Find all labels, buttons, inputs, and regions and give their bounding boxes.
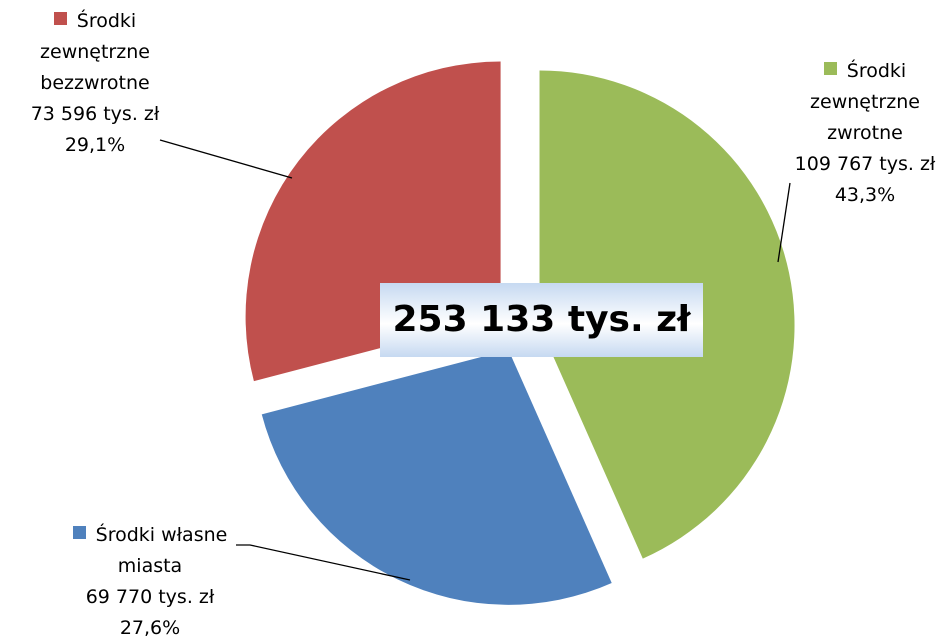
leader-line — [777, 182, 791, 263]
legend-swatch — [53, 12, 67, 25]
leader-line — [236, 544, 411, 581]
value-label: 109 767 tys. zł — [794, 153, 936, 175]
legend-label: Środki zewnętrzne zwrotne — [810, 60, 920, 144]
data-label: Środki zewnętrzne bezzwrotne 73 596 tys. … — [0, 6, 190, 161]
legend-swatch — [72, 526, 86, 539]
legend-label: Środki własne miasta — [95, 524, 228, 577]
percent-label: 43,3% — [834, 184, 896, 206]
data-label: Środki własne miasta 69 770 tys. zł 27,6% — [40, 520, 260, 642]
legend-label: Środki zewnętrzne bezzwrotne — [40, 10, 150, 94]
legend-swatch — [823, 62, 837, 75]
leader-line — [159, 139, 293, 179]
percent-label: 29,1% — [64, 134, 126, 156]
percent-label: 27,6% — [119, 617, 181, 639]
value-label: 69 770 tys. zł — [85, 586, 215, 608]
value-label: 73 596 tys. zł — [30, 103, 160, 125]
center-label: 253 133 tys. zł — [380, 283, 703, 357]
data-label: Środki zewnętrzne zwrotne 109 767 tys. zł… — [785, 56, 942, 211]
pie-slice — [261, 349, 612, 605]
